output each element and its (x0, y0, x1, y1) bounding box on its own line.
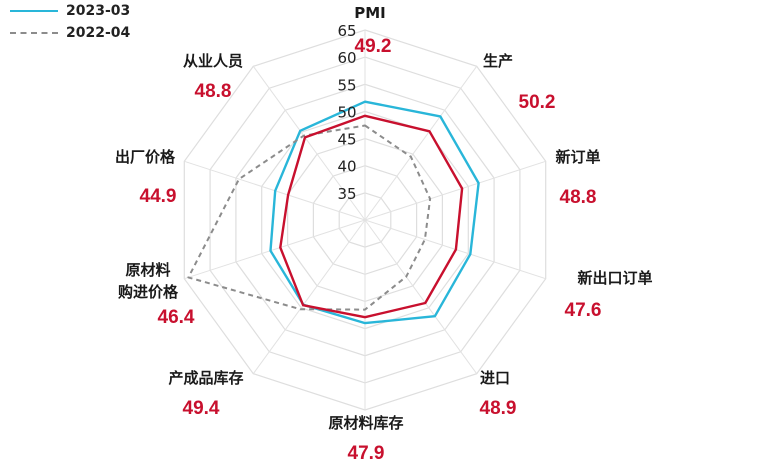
grid-spoke (252, 66, 366, 221)
value-label: 48.8 (560, 187, 597, 208)
r-tick-label: 40 (337, 158, 356, 176)
value-label: 50.2 (519, 92, 556, 113)
category-label: 原材料库存 (328, 414, 403, 432)
category-label: 进口 (480, 369, 510, 387)
legend-item-2023-03: 2023-03 (10, 0, 130, 22)
value-label: 44.9 (140, 186, 177, 207)
r-tick-label: 55 (337, 76, 356, 94)
category-label: 从业人员 (183, 52, 243, 70)
value-label: 48.8 (195, 81, 232, 102)
value-label: 47.6 (565, 300, 602, 321)
series-line (279, 114, 464, 319)
r-tick-label: 60 (337, 49, 356, 67)
legend: 2023-03 2022-04 (10, 0, 130, 44)
legend-label: 2023-03 (66, 3, 131, 19)
grid-spoke (364, 66, 478, 221)
r-tick-label: 50 (337, 103, 356, 121)
grid-spoke (252, 219, 366, 374)
series-line (269, 100, 480, 325)
category-label: 出厂价格 (115, 148, 176, 166)
value-label: 49.4 (183, 398, 220, 419)
value-label: 48.9 (480, 398, 517, 419)
category-label: PMI (354, 4, 386, 22)
value-label: 49.2 (355, 36, 392, 57)
legend-label: 2022-04 (66, 25, 131, 41)
grid-spoke (364, 219, 478, 374)
r-tick-label: 45 (337, 131, 356, 149)
category-label: 新出口订单 (577, 269, 652, 287)
grid-spoke (184, 219, 366, 280)
category-label: 原材料 (125, 261, 170, 279)
value-label: 47.9 (348, 443, 385, 464)
legend-item-2022-04: 2022-04 (10, 22, 130, 44)
category-label: 新订单 (555, 148, 600, 166)
series-line-dashed (187, 124, 432, 311)
category-label: 产成品库存 (168, 369, 243, 387)
r-tick-label: 65 (337, 22, 356, 40)
grid-spoke (364, 160, 546, 221)
r-tick-label: 35 (337, 185, 356, 203)
category-label: 购进价格 (118, 283, 179, 301)
legend-swatch-solid (10, 10, 58, 12)
value-label: 46.4 (158, 307, 195, 328)
category-label: 生产 (483, 52, 513, 70)
legend-swatch-dashed (10, 32, 58, 34)
